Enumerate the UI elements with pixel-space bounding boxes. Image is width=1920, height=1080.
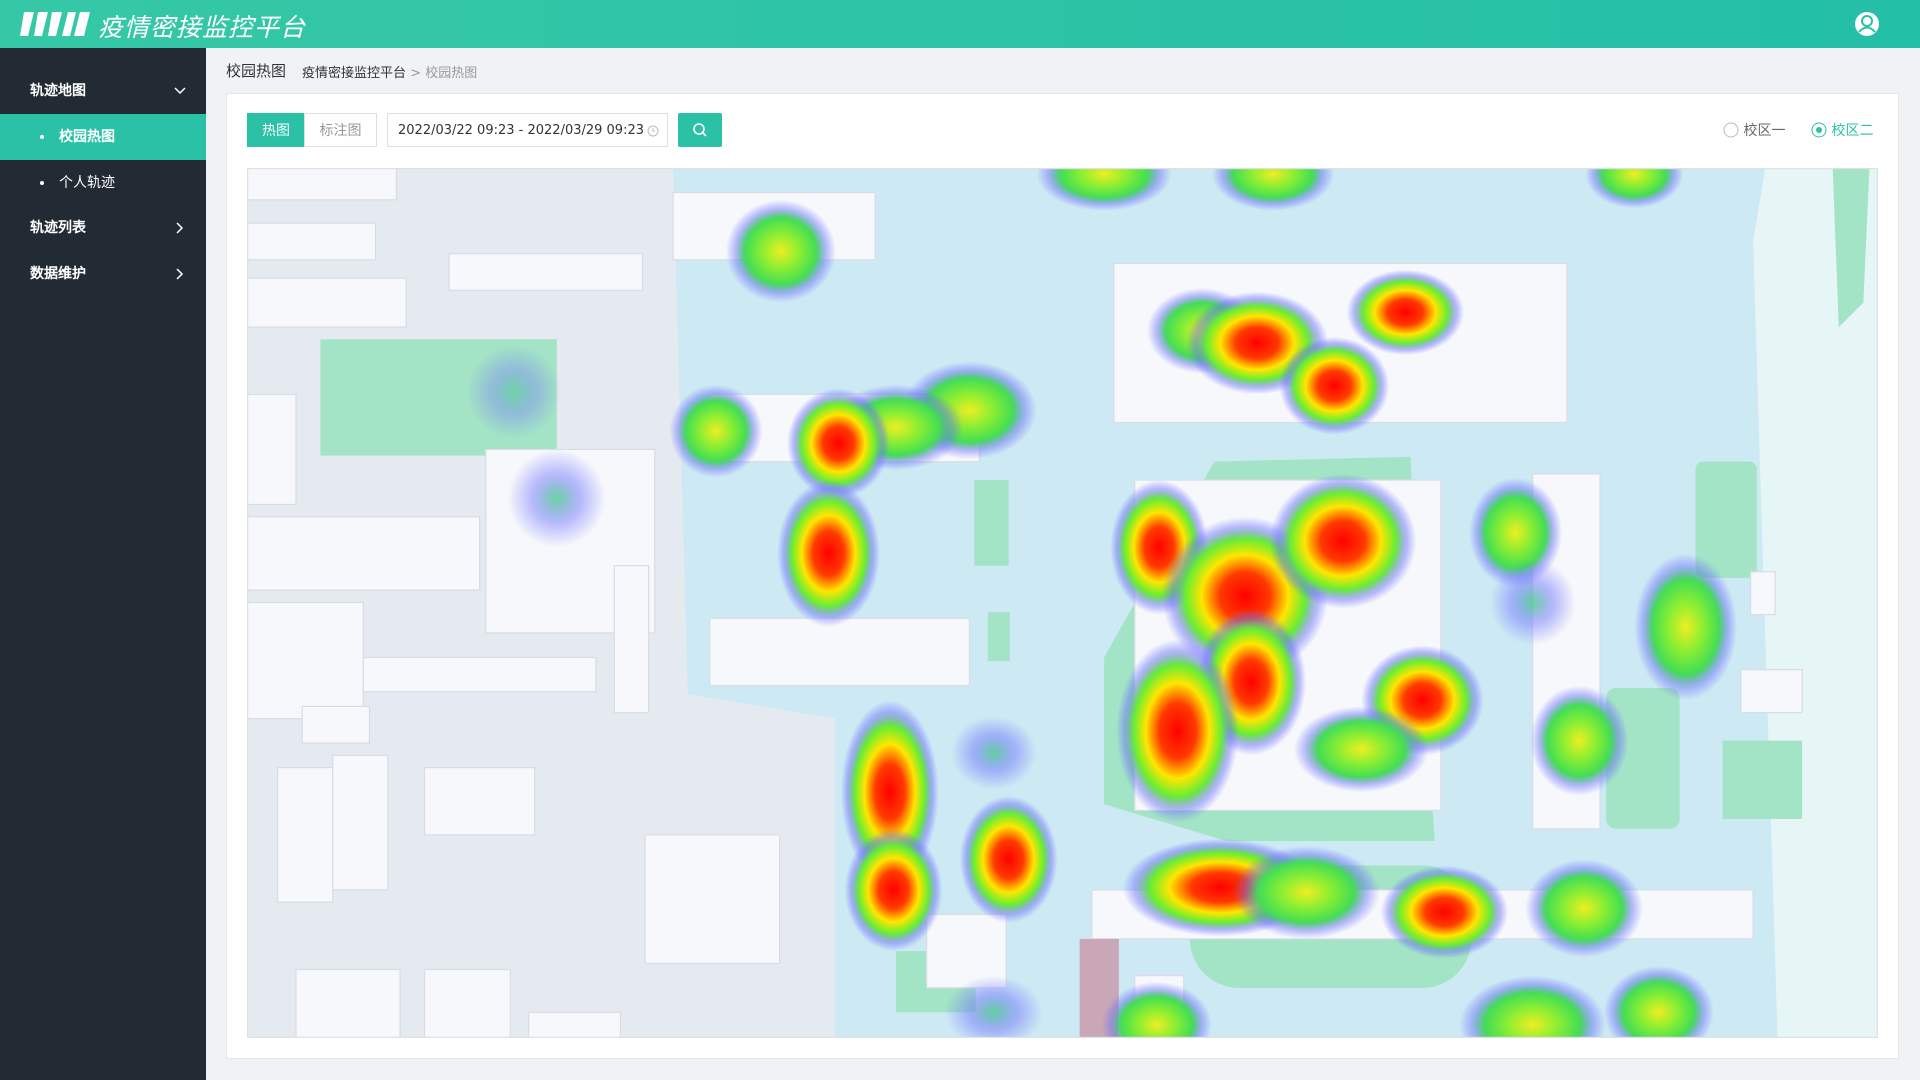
search-button[interactable] [678, 113, 722, 147]
tab[interactable]: 标注图 [304, 113, 377, 147]
radio-label: 校区二 [1831, 123, 1874, 139]
menu-label: 轨迹地图 [30, 83, 86, 99]
tab-active[interactable]: 热图 [247, 113, 305, 147]
heat-layer [467, 168, 1738, 1038]
menu-label: 轨迹列表 [30, 220, 86, 236]
menu-item[interactable]: 个人轨迹 [0, 160, 206, 206]
radio [1811, 122, 1827, 138]
radio-label: 校区一 [1743, 123, 1786, 139]
radio-option-selected[interactable]: 校区二 [1811, 120, 1873, 140]
date-range-input[interactable]: 2022/03/22 09:23 - 2022/03/29 09:23 [387, 113, 668, 147]
breadcrumb-current: 校园热图 [425, 66, 478, 81]
radio [1723, 122, 1739, 138]
heatmap[interactable] [247, 168, 1878, 1038]
page-heading: 校园热图 [226, 62, 287, 80]
menu-label: 数据维护 [30, 266, 86, 282]
breadcrumb: 疫情密接监控平台 > 校园热图 [302, 62, 477, 81]
logo [20, 12, 90, 36]
menu-label: 个人轨迹 [59, 175, 115, 191]
chevron-down [174, 87, 186, 95]
menu-item[interactable]: 轨迹列表 [0, 205, 206, 251]
search-icon [693, 123, 707, 137]
map-border [247, 168, 1878, 1038]
menu-item[interactable]: 轨迹地图 [0, 68, 206, 114]
breadcrumb-separator: > [410, 66, 422, 81]
radio-option[interactable]: 校区一 [1723, 120, 1785, 140]
app-title: 疫情密接监控平台 [98, 13, 307, 42]
header: 疫情密接监控平台 [0, 0, 1920, 48]
chevron-right [176, 268, 184, 280]
chevron-right [176, 222, 184, 234]
menu-item[interactable]: 数据维护 [0, 251, 206, 297]
date-range: 2022/03/22 09:23 - 2022/03/29 09:23 [398, 123, 645, 138]
user-avatar[interactable] [1854, 11, 1880, 37]
menu-label: 校园热图 [59, 129, 115, 145]
sidebar: 轨迹地图 校园热图 个人轨迹 轨迹列表 数据维护 [0, 48, 206, 1080]
clock-icon [647, 125, 659, 137]
breadcrumb-link[interactable]: 疫情密接监控平台 [302, 66, 407, 81]
menu-item-active[interactable]: 校园热图 [0, 114, 206, 160]
